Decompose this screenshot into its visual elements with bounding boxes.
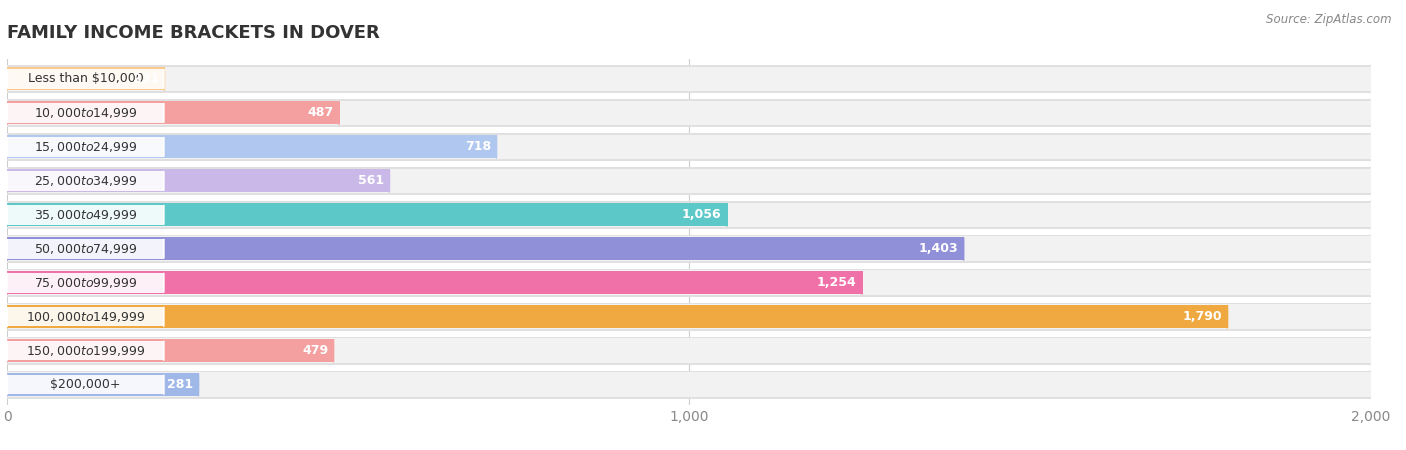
FancyBboxPatch shape — [7, 237, 1371, 261]
Text: 231: 231 — [134, 72, 159, 86]
FancyBboxPatch shape — [7, 304, 1371, 329]
FancyBboxPatch shape — [7, 202, 1371, 227]
Text: $15,000 to $24,999: $15,000 to $24,999 — [34, 140, 138, 154]
FancyBboxPatch shape — [7, 67, 1371, 91]
Text: $50,000 to $74,999: $50,000 to $74,999 — [34, 242, 138, 256]
FancyBboxPatch shape — [7, 270, 1371, 295]
FancyBboxPatch shape — [7, 137, 163, 157]
FancyBboxPatch shape — [7, 235, 1371, 263]
FancyBboxPatch shape — [7, 339, 333, 362]
FancyBboxPatch shape — [7, 373, 198, 396]
FancyBboxPatch shape — [7, 338, 1371, 363]
Text: FAMILY INCOME BRACKETS IN DOVER: FAMILY INCOME BRACKETS IN DOVER — [7, 24, 380, 42]
FancyBboxPatch shape — [7, 205, 163, 225]
FancyBboxPatch shape — [7, 375, 163, 395]
FancyBboxPatch shape — [7, 239, 163, 259]
FancyBboxPatch shape — [7, 135, 1371, 159]
FancyBboxPatch shape — [7, 133, 1371, 161]
FancyBboxPatch shape — [7, 337, 1371, 365]
Text: $10,000 to $14,999: $10,000 to $14,999 — [34, 106, 138, 120]
Text: 1,056: 1,056 — [682, 208, 721, 221]
Text: Less than $10,000: Less than $10,000 — [28, 72, 143, 86]
Text: 1,403: 1,403 — [918, 242, 959, 255]
FancyBboxPatch shape — [7, 273, 163, 292]
FancyBboxPatch shape — [7, 305, 1227, 328]
Text: $200,000+: $200,000+ — [51, 378, 121, 391]
Text: $150,000 to $199,999: $150,000 to $199,999 — [25, 344, 145, 358]
Text: $75,000 to $99,999: $75,000 to $99,999 — [34, 276, 138, 290]
FancyBboxPatch shape — [7, 68, 165, 90]
Text: 479: 479 — [302, 344, 328, 357]
FancyBboxPatch shape — [7, 307, 163, 327]
FancyBboxPatch shape — [7, 135, 496, 158]
Text: Source: ZipAtlas.com: Source: ZipAtlas.com — [1267, 14, 1392, 27]
Text: 487: 487 — [308, 106, 333, 119]
FancyBboxPatch shape — [7, 269, 1371, 297]
FancyBboxPatch shape — [7, 101, 1371, 125]
FancyBboxPatch shape — [7, 372, 1371, 397]
FancyBboxPatch shape — [7, 271, 862, 294]
FancyBboxPatch shape — [7, 69, 163, 89]
FancyBboxPatch shape — [7, 303, 1371, 331]
Text: $25,000 to $34,999: $25,000 to $34,999 — [34, 174, 138, 188]
Text: 561: 561 — [359, 174, 384, 187]
Text: 1,254: 1,254 — [817, 276, 856, 289]
Text: $35,000 to $49,999: $35,000 to $49,999 — [34, 208, 138, 222]
Text: $100,000 to $149,999: $100,000 to $149,999 — [25, 310, 145, 324]
FancyBboxPatch shape — [7, 103, 163, 123]
FancyBboxPatch shape — [7, 371, 1371, 399]
FancyBboxPatch shape — [7, 341, 163, 360]
Text: 1,790: 1,790 — [1182, 310, 1222, 323]
FancyBboxPatch shape — [7, 65, 1371, 93]
FancyBboxPatch shape — [7, 169, 389, 192]
FancyBboxPatch shape — [7, 169, 1371, 193]
FancyBboxPatch shape — [7, 201, 1371, 229]
FancyBboxPatch shape — [7, 167, 1371, 195]
FancyBboxPatch shape — [7, 171, 163, 191]
FancyBboxPatch shape — [7, 203, 727, 226]
FancyBboxPatch shape — [7, 99, 1371, 127]
FancyBboxPatch shape — [7, 237, 963, 260]
Text: 281: 281 — [167, 378, 193, 391]
FancyBboxPatch shape — [7, 101, 339, 124]
Text: 718: 718 — [465, 140, 491, 153]
